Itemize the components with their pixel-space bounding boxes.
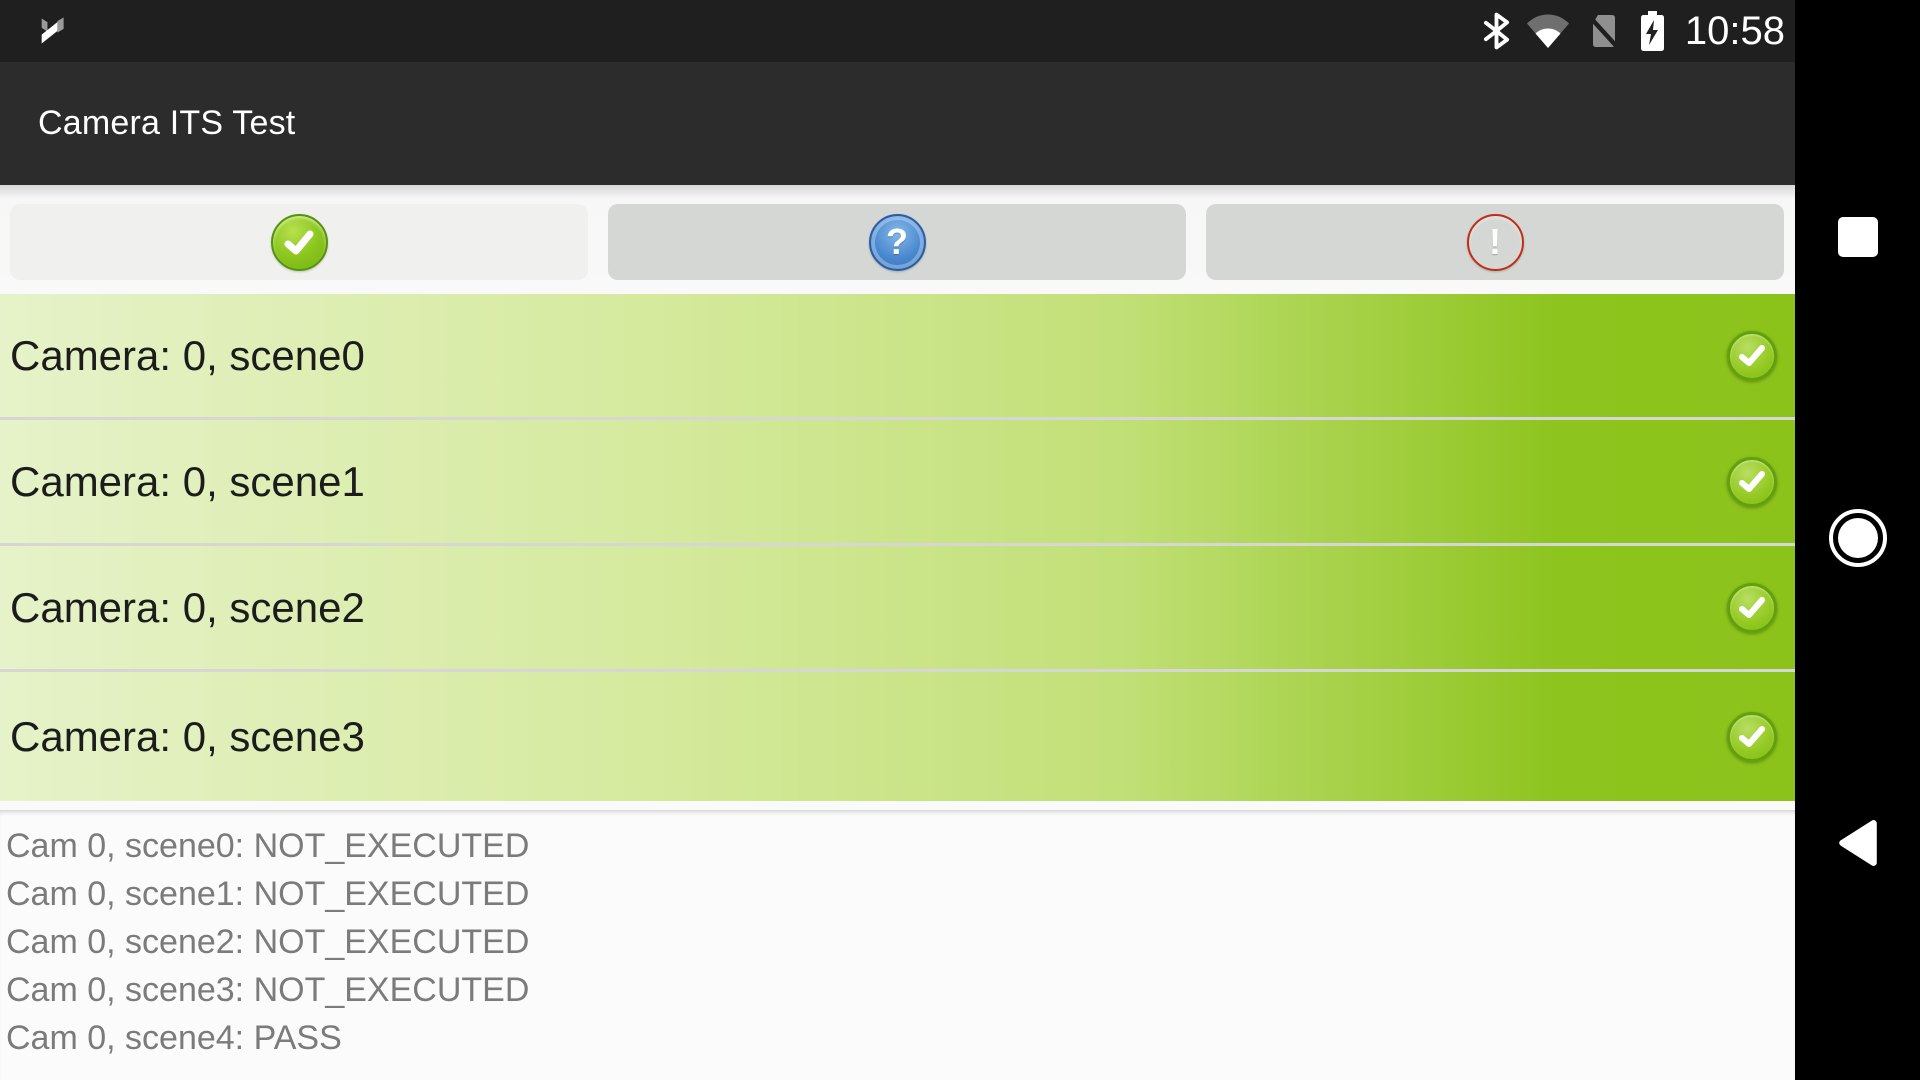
log-line: Cam 0, scene0: NOT_EXECUTED bbox=[6, 827, 530, 865]
wifi-icon bbox=[1526, 14, 1569, 48]
scene-list-item[interactable]: Camera: 0, scene2 bbox=[0, 546, 1795, 672]
scene-label: Camera: 0, scene2 bbox=[10, 583, 365, 631]
pass-badge-icon bbox=[1727, 456, 1777, 507]
pass-badge-icon bbox=[1727, 711, 1777, 762]
exclamation-circle-icon: ! bbox=[1466, 213, 1524, 271]
scene-label: Camera: 0, scene1 bbox=[10, 457, 365, 505]
bluetooth-icon bbox=[1483, 12, 1509, 50]
status-icons: 10:58 bbox=[1483, 9, 1785, 54]
app-bar: Camera ITS Test bbox=[0, 62, 1795, 185]
scene-list-item[interactable]: Camera: 0, scene0 bbox=[0, 294, 1795, 420]
scene-list-item[interactable]: Camera: 0, scene1 bbox=[0, 420, 1795, 546]
status-bar: 10:58 bbox=[0, 0, 1795, 62]
home-button[interactable] bbox=[1795, 478, 1920, 598]
toolbar: ? ! bbox=[0, 185, 1795, 294]
recents-button[interactable] bbox=[1795, 177, 1920, 297]
scene-label: Camera: 0, scene0 bbox=[10, 331, 365, 379]
pass-badge-icon bbox=[1727, 582, 1777, 633]
pass-badge-icon bbox=[1727, 330, 1777, 381]
fail-button[interactable]: ! bbox=[1206, 204, 1784, 280]
home-icon bbox=[1828, 509, 1887, 567]
android-n-logo-icon bbox=[41, 17, 64, 44]
check-circle-icon bbox=[270, 213, 328, 271]
scene-list: Camera: 0, scene0 Camera: 0, scene1 Came… bbox=[0, 294, 1795, 801]
battery-charging-icon bbox=[1640, 10, 1664, 51]
question-circle-icon: ? bbox=[868, 213, 926, 271]
back-button[interactable] bbox=[1795, 783, 1920, 903]
pass-button[interactable] bbox=[10, 204, 588, 280]
navigation-bar bbox=[1795, 0, 1920, 1080]
log-line: Cam 0, scene2: NOT_EXECUTED bbox=[6, 923, 530, 961]
app-content: 10:58 Camera ITS Test ? ! bbox=[0, 0, 1795, 1080]
log-line: Cam 0, scene1: NOT_EXECUTED bbox=[6, 875, 530, 913]
no-sim-icon bbox=[1587, 14, 1621, 51]
page-title: Camera ITS Test bbox=[38, 104, 296, 142]
scene-list-item[interactable]: Camera: 0, scene3 bbox=[0, 672, 1795, 801]
log-line: Cam 0, scene4: PASS bbox=[6, 1019, 342, 1057]
clock: 10:58 bbox=[1684, 8, 1785, 53]
log-line: Cam 0, scene3: NOT_EXECUTED bbox=[6, 971, 530, 1009]
scene-label: Camera: 0, scene3 bbox=[10, 712, 365, 760]
back-icon bbox=[1838, 820, 1877, 866]
help-button[interactable]: ? bbox=[608, 204, 1186, 280]
results-log: Cam 0, scene0: NOT_EXECUTED Cam 0, scene1… bbox=[0, 810, 1795, 1080]
recents-icon bbox=[1837, 217, 1878, 257]
